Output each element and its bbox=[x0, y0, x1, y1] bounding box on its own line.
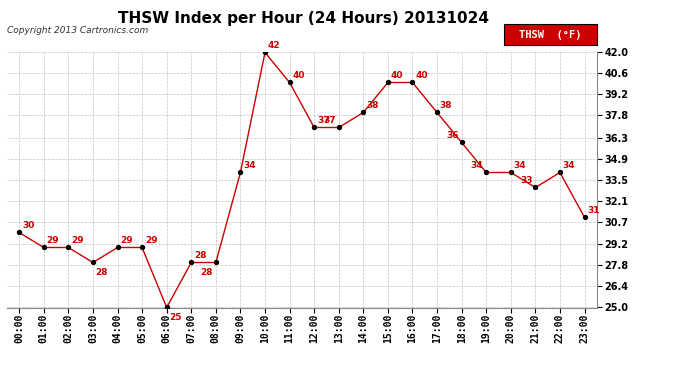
Text: THSW  (°F): THSW (°F) bbox=[519, 30, 582, 40]
Point bbox=[259, 50, 270, 55]
Point bbox=[14, 230, 25, 236]
Text: 28: 28 bbox=[96, 268, 108, 277]
Point bbox=[505, 170, 516, 176]
Point bbox=[284, 80, 295, 86]
Text: 38: 38 bbox=[440, 101, 453, 110]
Point bbox=[481, 170, 492, 176]
Point bbox=[38, 244, 49, 250]
Point bbox=[137, 244, 148, 250]
Text: 42: 42 bbox=[268, 41, 280, 50]
Text: 29: 29 bbox=[46, 236, 59, 245]
Text: Copyright 2013 Cartronics.com: Copyright 2013 Cartronics.com bbox=[7, 26, 148, 35]
Text: 34: 34 bbox=[563, 161, 575, 170]
Text: 29: 29 bbox=[145, 236, 157, 245]
Point bbox=[530, 184, 541, 190]
Point bbox=[382, 80, 393, 86]
Text: 34: 34 bbox=[471, 161, 484, 170]
Text: 37: 37 bbox=[324, 116, 336, 125]
Text: THSW Index per Hour (24 Hours) 20131024: THSW Index per Hour (24 Hours) 20131024 bbox=[118, 11, 489, 26]
Point bbox=[235, 170, 246, 176]
Point bbox=[555, 170, 566, 176]
Text: 37: 37 bbox=[317, 116, 330, 125]
Point bbox=[407, 80, 418, 86]
Point bbox=[431, 110, 442, 116]
Text: 34: 34 bbox=[243, 161, 256, 170]
Text: 40: 40 bbox=[391, 71, 403, 80]
Point bbox=[186, 260, 197, 266]
Text: 33: 33 bbox=[520, 176, 533, 185]
Point bbox=[210, 260, 221, 266]
Text: 40: 40 bbox=[415, 71, 428, 80]
Text: 30: 30 bbox=[22, 221, 34, 230]
Text: 28: 28 bbox=[201, 268, 213, 277]
Text: 34: 34 bbox=[513, 161, 526, 170]
Point bbox=[579, 214, 590, 220]
Point bbox=[88, 260, 99, 266]
Point bbox=[112, 244, 123, 250]
Point bbox=[63, 244, 74, 250]
Text: 29: 29 bbox=[71, 236, 83, 245]
Point bbox=[308, 124, 319, 130]
Text: 40: 40 bbox=[293, 71, 305, 80]
Point bbox=[456, 140, 467, 146]
Text: 25: 25 bbox=[170, 313, 182, 322]
Text: 36: 36 bbox=[446, 131, 459, 140]
Text: 31: 31 bbox=[587, 206, 600, 215]
Text: 38: 38 bbox=[366, 101, 379, 110]
Text: 28: 28 bbox=[194, 251, 206, 260]
Text: 29: 29 bbox=[120, 236, 133, 245]
Point bbox=[358, 110, 369, 116]
Point bbox=[333, 124, 344, 130]
Point bbox=[161, 304, 172, 310]
